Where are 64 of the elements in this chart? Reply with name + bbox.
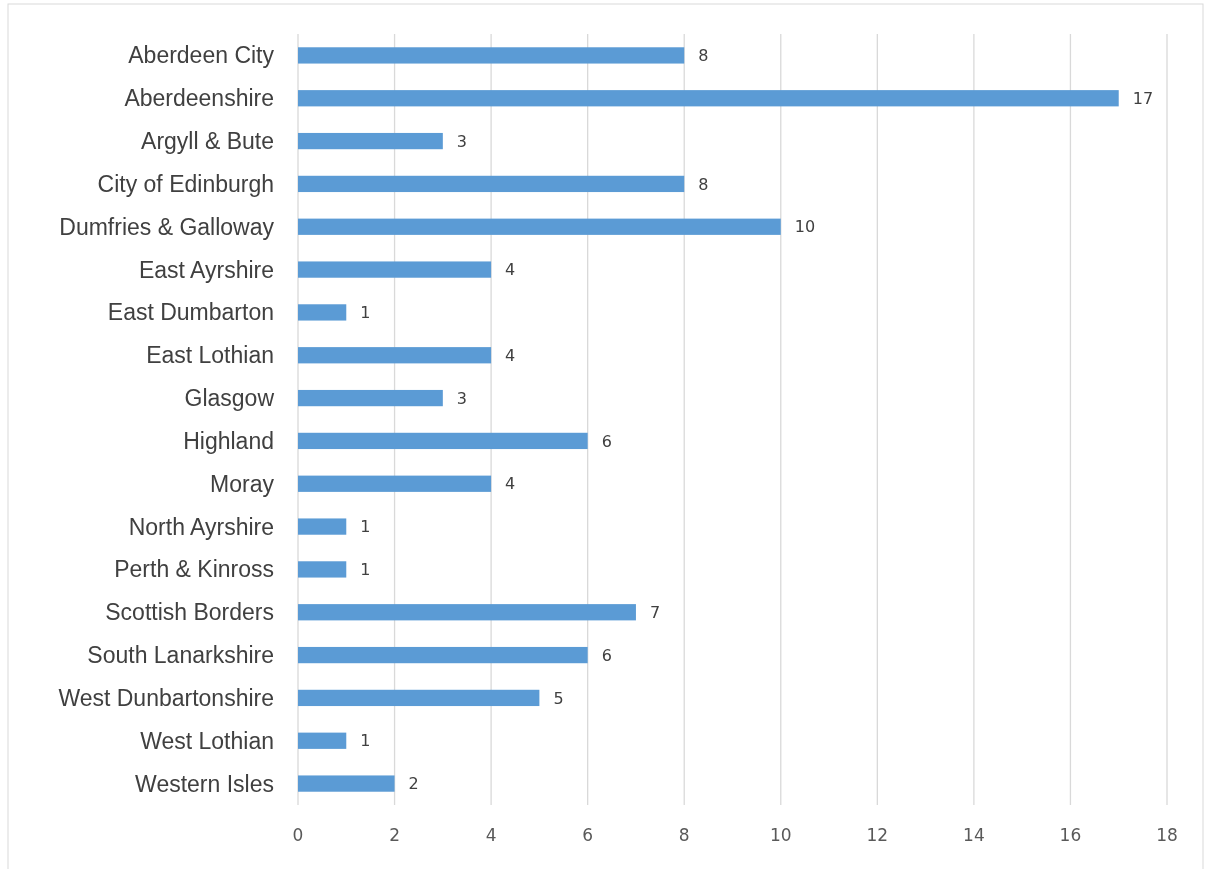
y-tick-label: West Dunbartonshire: [58, 684, 274, 711]
x-tick-label: 6: [582, 825, 594, 845]
bar: [298, 389, 443, 407]
x-tick-label: 18: [1156, 825, 1178, 845]
x-tick-label: 14: [963, 825, 985, 845]
x-tick-label: 0: [292, 825, 304, 845]
y-tick-label: City of Edinburgh: [97, 170, 274, 197]
data-label: 8: [698, 174, 709, 194]
y-tick-label: East Lothian: [146, 342, 274, 369]
data-label: 1: [360, 517, 371, 537]
data-label: 3: [456, 388, 468, 408]
bar: [298, 775, 395, 792]
x-tick-label: 12: [866, 825, 889, 845]
y-tick-label: Aberdeenshire: [124, 85, 274, 112]
data-label: 8: [698, 46, 709, 66]
y-tick-label: Highland: [183, 427, 274, 454]
data-label: 10: [794, 217, 816, 237]
bar: [298, 261, 492, 278]
y-tick-label: Glasgow: [184, 385, 275, 412]
bar: [298, 347, 492, 364]
bar: [298, 475, 492, 492]
y-tick-label: Western Isles: [135, 770, 274, 797]
y-tick-label: Moray: [210, 470, 275, 497]
data-label: 4: [505, 345, 516, 365]
y-tick-label: Argyll & Bute: [141, 128, 274, 155]
bar: [298, 689, 540, 707]
bar: [298, 47, 685, 64]
bar: [298, 218, 781, 235]
data-label: 6: [601, 645, 612, 665]
y-tick-label: Dumfries & Galloway: [59, 213, 275, 240]
bar: [298, 646, 588, 664]
y-tick-label: West Lothian: [140, 727, 274, 754]
data-label: 2: [408, 774, 419, 794]
bar: [298, 518, 347, 535]
bar: [298, 132, 443, 150]
bar: [298, 432, 588, 450]
y-tick-label: Scottish Borders: [105, 599, 274, 626]
x-tick-label: 8: [678, 825, 690, 845]
bar: [298, 561, 347, 578]
x-tick-label: 4: [485, 825, 497, 845]
y-tick-label: East Dumbarton: [107, 299, 274, 326]
data-label: 6: [601, 431, 612, 451]
bar: [298, 175, 685, 193]
data-label: 1: [360, 303, 371, 323]
y-tick-label: North Ayrshire: [128, 513, 274, 540]
y-tick-label: Perth & Kinross: [114, 556, 274, 583]
bar: [298, 732, 347, 749]
data-label: 4: [505, 260, 516, 280]
data-label: 4: [505, 474, 516, 494]
x-tick-label: 16: [1059, 825, 1082, 845]
data-label: 1: [360, 731, 371, 751]
y-tick-label: East Ayrshire: [138, 256, 274, 283]
data-label: 7: [649, 602, 661, 622]
data-label: 17: [1132, 88, 1154, 108]
data-label: 5: [553, 688, 564, 708]
bar: [298, 304, 347, 321]
bar: [298, 90, 1119, 107]
x-tick-label: 2: [389, 825, 400, 845]
bar: [298, 604, 636, 621]
y-tick-label: Aberdeen City: [128, 42, 275, 69]
y-tick-label: South Lanarkshire: [87, 642, 274, 669]
x-tick-label: 10: [769, 825, 792, 845]
data-label: 1: [360, 560, 371, 580]
data-label: 3: [456, 131, 468, 151]
